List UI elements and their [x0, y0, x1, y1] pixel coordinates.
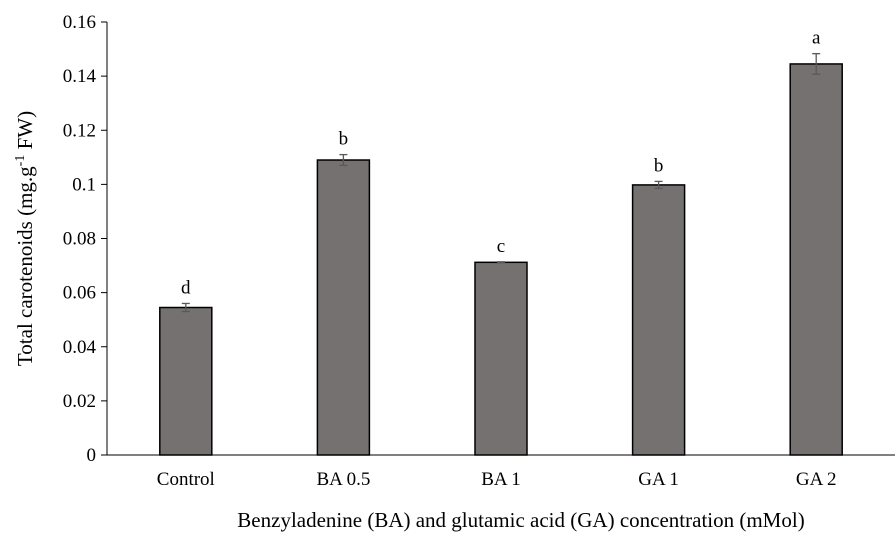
- error-bar: [339, 153, 348, 167]
- x-axis-title: Benzyladenine (BA) and glutamic acid (GA…: [237, 508, 804, 532]
- significance-letter: a: [812, 28, 821, 49]
- x-category-label: BA 0.5: [316, 469, 370, 490]
- y-tick-label: 0.04: [63, 337, 97, 358]
- y-tick-label: 0.16: [63, 12, 96, 33]
- error-bar: [181, 302, 190, 313]
- error-bar: [497, 261, 505, 264]
- bar: [789, 63, 843, 456]
- y-tick-label: 0.14: [63, 66, 97, 87]
- x-category-label: GA 2: [796, 469, 837, 490]
- significance-letter: b: [339, 129, 349, 150]
- bar: [474, 261, 528, 456]
- error-bars: [181, 53, 821, 313]
- significance-letter: d: [181, 277, 191, 298]
- y-axis-title-superscript: -1: [13, 155, 28, 167]
- x-category-label: GA 1: [638, 469, 679, 490]
- y-tick-label: 0.06: [63, 283, 96, 304]
- y-axis-ticks: 0 0.02 0.04 0.06 0.08 0.1 0.12 0.14 0.16: [63, 12, 107, 466]
- significance-letter: b: [654, 155, 664, 176]
- bar: [316, 159, 371, 456]
- y-tick-label: 0.02: [63, 391, 96, 412]
- x-category-label: Control: [157, 469, 215, 490]
- y-axis-title-main: Total carotenoids (mg.g: [13, 166, 37, 366]
- significance-labels: d b c b a: [181, 28, 821, 299]
- x-category-label: BA 1: [481, 469, 521, 490]
- y-tick-label: 0: [87, 445, 97, 466]
- error-bar: [654, 180, 663, 190]
- bars: [159, 63, 843, 456]
- y-tick-label: 0.12: [63, 120, 96, 141]
- y-tick-label: 0.08: [63, 229, 96, 250]
- y-axis-title-tail: FW): [13, 111, 37, 155]
- bar: [631, 184, 686, 456]
- error-bar: [812, 53, 821, 75]
- significance-letter: c: [497, 236, 505, 257]
- bar: [159, 306, 213, 456]
- y-axis-title: Total carotenoids (mg.g-1 FW): [13, 111, 37, 366]
- y-tick-label: 0.1: [72, 174, 96, 195]
- x-axis-category-labels: Control BA 0.5 BA 1 GA 1 GA 2: [157, 469, 837, 490]
